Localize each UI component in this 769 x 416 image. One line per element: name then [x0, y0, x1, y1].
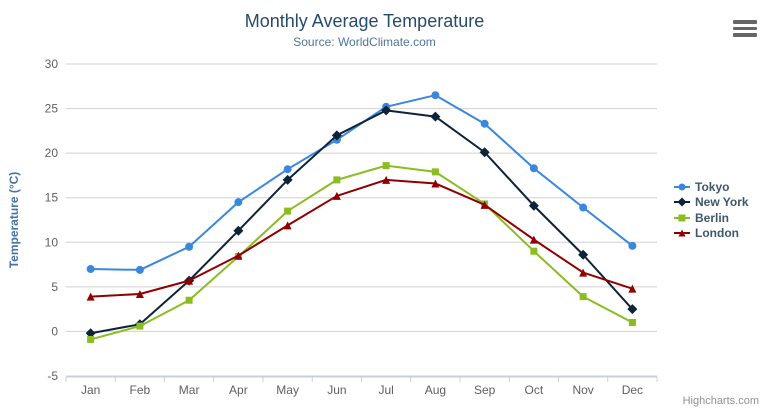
y-axis-label: 10	[45, 235, 59, 249]
data-point-marker-london[interactable]	[382, 175, 391, 184]
data-point-marker-new-york[interactable]	[578, 249, 589, 260]
chart-legend: Tokyo New York Berlin London	[674, 179, 749, 241]
x-axis-label: Aug	[425, 383, 446, 397]
y-axis-label: 0	[51, 324, 58, 338]
credits-link[interactable]: Highcharts.com	[682, 395, 759, 407]
legend-item-label: Tokyo	[695, 179, 730, 194]
y-axis-label: 30	[45, 57, 59, 71]
hamburger-bar	[733, 26, 757, 31]
data-point-marker-london[interactable]	[234, 251, 243, 260]
data-point-marker-tokyo[interactable]	[579, 203, 588, 212]
x-axis-label: Oct	[525, 383, 544, 397]
legend-item-label: London	[695, 226, 739, 241]
data-point-marker-berlin[interactable]	[431, 168, 439, 176]
x-axis-label: Mar	[179, 383, 200, 397]
data-point-marker-new-york[interactable]	[430, 111, 441, 122]
data-point-marker-new-york[interactable]	[479, 147, 490, 158]
data-point-marker-london[interactable]	[283, 221, 292, 230]
legend-item-label: Berlin	[695, 210, 730, 225]
data-point-marker-berlin[interactable]	[136, 322, 144, 330]
data-point-marker-berlin[interactable]	[382, 162, 390, 170]
data-point-marker-london[interactable]	[135, 289, 144, 298]
data-point-marker-berlin[interactable]	[579, 293, 587, 301]
data-point-marker-tokyo[interactable]	[86, 265, 95, 274]
series-line-london	[89, 178, 634, 298]
diamond-legend-icon	[674, 197, 690, 207]
x-axis-label: Jan	[81, 383, 100, 397]
series-line-tokyo	[89, 94, 634, 271]
data-point-marker-tokyo[interactable]	[431, 91, 440, 100]
legend-item-tokyo[interactable]: Tokyo	[674, 179, 749, 195]
data-point-marker-tokyo[interactable]	[480, 119, 489, 128]
data-point-marker-tokyo[interactable]	[628, 241, 637, 250]
data-point-marker-tokyo[interactable]	[135, 265, 144, 274]
y-axis-label: 20	[45, 146, 59, 160]
data-point-marker-tokyo[interactable]	[185, 242, 194, 251]
y-axis-label: 15	[45, 191, 59, 205]
triangle-legend-icon	[674, 229, 690, 237]
legend-item-label: New York	[695, 195, 749, 210]
x-axis-label: Jul	[378, 383, 393, 397]
data-point-marker-london[interactable]	[185, 276, 194, 285]
data-point-marker-new-york[interactable]	[528, 200, 539, 211]
data-point-marker-berlin[interactable]	[333, 176, 341, 184]
data-point-marker-london[interactable]	[529, 235, 538, 244]
series-line-new-york	[89, 109, 634, 335]
data-point-marker-london[interactable]	[480, 200, 489, 209]
data-point-marker-new-york[interactable]	[282, 174, 293, 185]
y-axis-label: 25	[45, 102, 59, 116]
hamburger-bar	[733, 20, 757, 24]
data-point-marker-tokyo[interactable]	[529, 164, 538, 173]
legend-item-new-york[interactable]: New York	[674, 195, 749, 211]
data-point-marker-london[interactable]	[579, 268, 588, 277]
data-point-marker-london[interactable]	[431, 179, 440, 188]
x-axis-label: Sep	[474, 383, 496, 397]
data-point-marker-berlin[interactable]	[284, 207, 292, 215]
legend-item-berlin[interactable]: Berlin	[674, 210, 749, 226]
chart-title: Monthly Average Temperature	[244, 11, 485, 31]
x-axis-label: Dec	[622, 383, 643, 397]
circle-legend-icon	[674, 183, 690, 191]
data-point-marker-london[interactable]	[332, 191, 341, 200]
x-axis-label: Nov	[572, 383, 593, 397]
x-axis-label: Feb	[130, 383, 151, 397]
data-point-marker-new-york[interactable]	[381, 105, 392, 116]
data-point-marker-london[interactable]	[628, 284, 637, 293]
y-axis-label: -5	[47, 369, 58, 383]
series-line-berlin	[89, 164, 634, 341]
data-point-marker-london[interactable]	[86, 292, 95, 301]
data-point-marker-new-york[interactable]	[627, 304, 638, 315]
hamburger-icon[interactable]	[733, 20, 757, 40]
data-point-marker-berlin[interactable]	[87, 335, 95, 343]
square-legend-icon	[674, 214, 690, 222]
chart-subtitle: Source: WorldClimate.com	[293, 35, 436, 49]
data-point-marker-new-york[interactable]	[233, 225, 244, 236]
data-point-marker-new-york[interactable]	[331, 130, 342, 141]
data-point-marker-berlin[interactable]	[628, 319, 636, 327]
data-point-marker-tokyo[interactable]	[234, 198, 243, 207]
hamburger-bar	[733, 33, 757, 37]
data-point-marker-berlin[interactable]	[530, 247, 538, 255]
data-point-marker-berlin[interactable]	[185, 296, 193, 304]
data-point-marker-new-york[interactable]	[85, 328, 96, 339]
legend-item-london[interactable]: London	[674, 226, 749, 242]
x-axis-label: Jun	[327, 383, 346, 397]
y-axis-label: 5	[51, 280, 58, 294]
x-axis-label: Apr	[229, 383, 248, 397]
data-point-marker-tokyo[interactable]	[283, 165, 292, 174]
x-axis-label: May	[276, 383, 299, 397]
